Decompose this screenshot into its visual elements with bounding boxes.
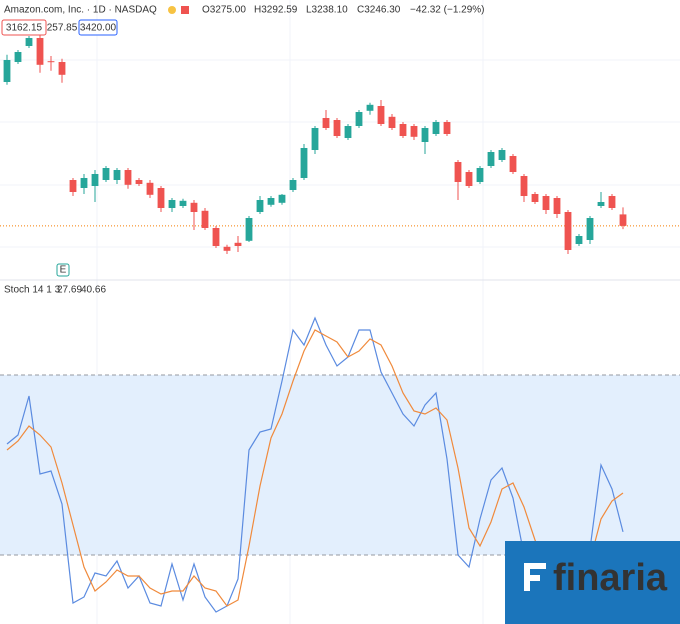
candle-body — [344, 126, 352, 138]
stoch-band-layer — [0, 374, 680, 556]
candle-body — [619, 214, 627, 226]
ohlc-change: −42.32 (−1.29%) — [410, 5, 485, 16]
candle-body — [245, 218, 253, 241]
candle-body — [421, 128, 429, 142]
candle-body — [399, 124, 407, 136]
logo-text: finaria — [553, 557, 668, 599]
indicator-d-value: 40.66 — [81, 285, 106, 296]
indicator-k-value: 27.69 — [57, 285, 82, 296]
candle-body — [531, 194, 539, 202]
candle-body — [190, 202, 198, 212]
candle-body — [410, 126, 418, 137]
candle-body — [289, 180, 297, 190]
candle-body — [135, 180, 143, 184]
candle-body — [509, 156, 517, 172]
candle-body — [597, 202, 605, 206]
marks — [0, 34, 680, 613]
candle-body — [234, 242, 242, 246]
icon — [168, 6, 176, 14]
stoch-line — [6, 316, 624, 613]
logo-box — [505, 541, 680, 624]
logo-icon — [524, 575, 540, 581]
candle-body — [69, 180, 77, 192]
candle-body — [212, 228, 220, 246]
candle-body — [80, 178, 88, 188]
range-box — [1, 19, 47, 36]
candle-body — [564, 212, 572, 250]
candle-body — [102, 168, 110, 180]
candle-body — [322, 118, 330, 128]
candle-body — [14, 52, 22, 62]
ohlc-low: L3238.10 — [306, 5, 348, 16]
candle-body — [454, 162, 462, 182]
candle-body — [146, 182, 154, 195]
candle-body — [465, 172, 473, 186]
candle-body — [333, 120, 341, 136]
candle-body — [256, 200, 264, 212]
candle-body — [124, 170, 132, 185]
candle-body — [366, 104, 374, 111]
candle-body — [586, 218, 594, 240]
candle-body — [355, 112, 363, 126]
candle-body — [91, 174, 99, 186]
range-label: 3162.15 — [6, 23, 43, 34]
candle-body — [201, 210, 209, 228]
candle-body — [443, 122, 451, 134]
candle-body — [36, 38, 44, 65]
candle-body — [267, 198, 275, 205]
candle-body — [311, 128, 319, 150]
candle-body — [223, 246, 231, 251]
logo-icon — [524, 563, 546, 569]
ohlc-open: O3275.00 — [202, 5, 246, 16]
header-icons — [168, 6, 189, 14]
candle-body — [498, 150, 506, 160]
candle-body — [388, 116, 396, 128]
candle-body — [58, 62, 66, 75]
candle-body — [575, 236, 583, 244]
candle-body — [179, 200, 187, 206]
earnings-label: E — [60, 265, 67, 276]
band-fill — [0, 375, 680, 555]
candle-body — [487, 152, 495, 166]
ohlc-close: C3246.30 — [357, 5, 401, 16]
stoch-line — [6, 329, 624, 607]
icon — [181, 6, 189, 14]
candle-body — [113, 170, 121, 180]
candle-body — [168, 200, 176, 208]
range-label: 3420.00 — [80, 23, 117, 34]
candle-body — [553, 198, 561, 214]
candle-body — [157, 188, 165, 208]
ohlc-high: H3292.59 — [254, 5, 298, 16]
earnings-marker[interactable] — [56, 263, 70, 277]
candle-body — [278, 194, 286, 203]
symbol-title: Amazon.com, Inc. · 1D · NASDAQ — [4, 5, 157, 16]
range-label: 257.85 — [47, 23, 78, 34]
candle-body — [25, 38, 33, 46]
candle-body — [300, 148, 308, 178]
candle-body — [542, 196, 550, 210]
candle-body — [608, 196, 616, 208]
candle-body — [47, 61, 55, 63]
candle-body — [432, 122, 440, 134]
range-box — [78, 19, 118, 36]
candle-body — [520, 176, 528, 196]
indicator-title: Stoch 14 1 3 — [4, 285, 61, 296]
candle-body — [3, 60, 11, 82]
candle-body — [377, 106, 385, 124]
candle-body — [476, 168, 484, 182]
logo: finaria — [505, 541, 680, 624]
